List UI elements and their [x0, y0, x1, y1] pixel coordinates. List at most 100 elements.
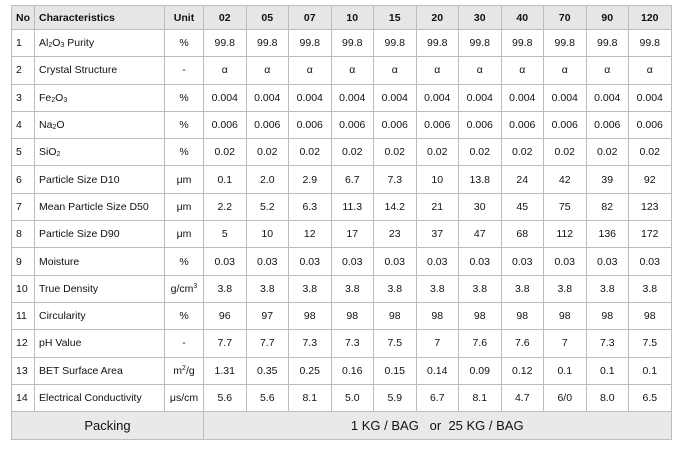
value-cell: 21 [415, 192, 459, 222]
unit-cell: μm [164, 220, 204, 249]
unit-base: m [173, 364, 183, 377]
unit-cell: % [164, 83, 204, 112]
row-number: 5 [11, 138, 35, 167]
unit-cell: % [164, 110, 204, 140]
formula-element: O [52, 37, 61, 50]
header-grade: 07 [288, 5, 332, 30]
value-cell: 0.02 [543, 138, 587, 167]
value-cell: 6.7 [330, 165, 374, 194]
characteristic-name: Particle Size D10 [34, 165, 165, 194]
header-grade: 90 [585, 5, 629, 30]
value-cell: 0.03 [543, 247, 587, 276]
row-number: 1 [11, 28, 35, 58]
value-cell: 0.15 [373, 356, 417, 385]
table-row: 5 SiO2% 0.02 0.02 0.02 0.02 0.02 0.02 0.02 0.02 0.… [11, 138, 672, 167]
characteristic-name: SiO2 [34, 138, 165, 167]
characteristic-name: Electrical Conductivity [34, 383, 165, 413]
value-cell: 5.6 [245, 383, 289, 413]
spec-table: No Characteristics Unit 02 05 07 10 15 2… [11, 5, 672, 441]
value-cell: α [500, 56, 544, 85]
value-cell: 6.5 [628, 383, 672, 413]
value-cell: 0.03 [330, 247, 374, 276]
value-cell: 7.3 [373, 165, 417, 194]
packing-label: Packing [11, 411, 204, 441]
value-cell: 3.8 [415, 274, 459, 303]
value-cell: 37 [415, 220, 459, 249]
value-cell: 0.03 [628, 247, 672, 276]
value-cell: 99.8 [203, 28, 247, 58]
value-cell: 3.8 [330, 274, 374, 303]
value-cell: 2.2 [203, 192, 247, 222]
value-cell: 7.7 [203, 329, 247, 358]
value-cell: 23 [373, 220, 417, 249]
row-number: 3 [11, 83, 35, 112]
value-cell: 99.8 [543, 28, 587, 58]
unit-superscript: 3 [193, 282, 198, 290]
value-cell: 0.14 [415, 356, 459, 385]
value-cell: α [543, 56, 587, 85]
value-cell: 0.004 [628, 83, 672, 112]
header-grade: 120 [628, 5, 672, 30]
value-cell: 99.8 [330, 28, 374, 58]
row-number: 2 [11, 56, 35, 85]
value-cell: 99.8 [628, 28, 672, 58]
value-cell: 3.8 [585, 274, 629, 303]
value-cell: 5.6 [203, 383, 247, 413]
characteristic-name: Circularity [34, 301, 165, 331]
value-cell: 172 [628, 220, 672, 249]
formula-subscript: 2 [52, 124, 57, 132]
value-cell: 0.02 [458, 138, 502, 167]
header-grade: 40 [500, 5, 544, 30]
characteristic-name: Mean Particle Size D50 [34, 192, 165, 222]
formula-base: Fe [39, 91, 52, 104]
table-row: 1 Al2O3 Purity% 99.8 99.8 99.8 99.8 99.8 99.8 99… [11, 28, 672, 58]
value-cell: 2.0 [245, 165, 289, 194]
value-cell: 6/0 [543, 383, 587, 413]
value-cell: 98 [415, 301, 459, 331]
value-cell: 13.8 [458, 165, 502, 194]
unit-cell: g/cm3 [164, 274, 204, 303]
table-row: 7 Mean Particle Size D50 μm 2.2 5.2 6.3 11.3 14… [11, 192, 672, 222]
value-cell: 99.8 [500, 28, 544, 58]
row-number: 12 [11, 329, 35, 358]
value-cell: 75 [543, 192, 587, 222]
characteristic-name: Moisture [34, 247, 165, 276]
value-cell: α [585, 56, 629, 85]
value-cell: 0.09 [458, 356, 502, 385]
value-cell: 0.25 [288, 356, 332, 385]
characteristic-name: True Density [34, 274, 165, 303]
value-cell: α [373, 56, 417, 85]
value-cell: 8.1 [288, 383, 332, 413]
formula-base: Al [39, 37, 49, 50]
row-number: 13 [11, 356, 35, 385]
characteristic-name: Al2O3 Purity [34, 28, 165, 58]
value-cell: 0.03 [288, 247, 332, 276]
value-cell: 92 [628, 165, 672, 194]
value-cell: 5.2 [245, 192, 289, 222]
formula-element: O [55, 91, 64, 104]
value-cell: 0.02 [288, 138, 332, 167]
table-row: 6 Particle Size D10 μm 0.1 2.0 2.9 6.7 7.3 10 13.… [11, 165, 672, 194]
value-cell: 99.8 [245, 28, 289, 58]
row-number: 6 [11, 165, 35, 194]
unit-cell: % [164, 301, 204, 331]
value-cell: 42 [543, 165, 587, 194]
value-cell: 5 [203, 220, 247, 249]
value-cell: 123 [628, 192, 672, 222]
formula-element: O [56, 119, 65, 132]
header-grade: 15 [373, 5, 417, 30]
row-number: 4 [11, 110, 35, 140]
value-cell: α [415, 56, 459, 85]
value-cell: 0.006 [543, 110, 587, 140]
value-cell: α [245, 56, 289, 85]
characteristic-name: BET Surface Area [34, 356, 165, 385]
value-cell: 0.02 [628, 138, 672, 167]
value-cell: 0.006 [203, 110, 247, 140]
unit-base: g/cm [170, 282, 194, 295]
value-cell: 0.006 [585, 110, 629, 140]
value-cell: 0.004 [458, 83, 502, 112]
value-cell: 0.02 [500, 138, 544, 167]
value-cell: 14.2 [373, 192, 417, 222]
value-cell: 39 [585, 165, 629, 194]
value-cell: 0.006 [628, 110, 672, 140]
